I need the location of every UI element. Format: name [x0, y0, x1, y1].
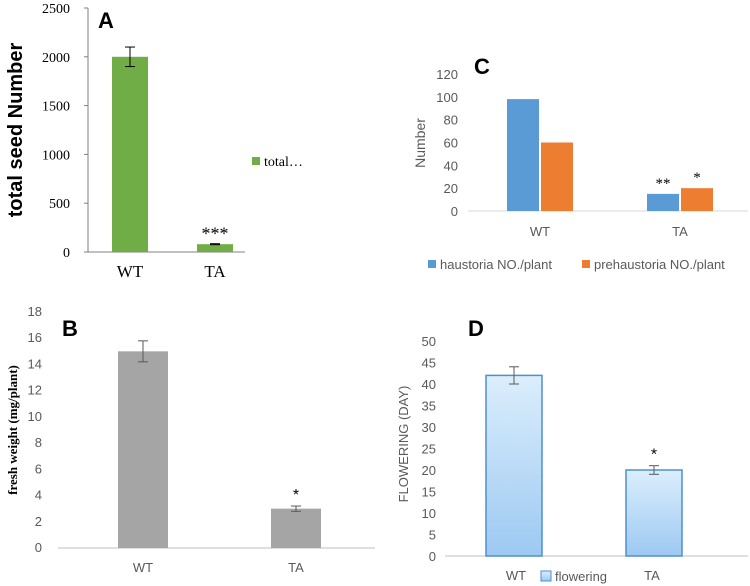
y-tick-label: 2500 — [42, 2, 70, 17]
y-tick-label: 100 — [436, 90, 458, 105]
bar — [681, 188, 713, 211]
legend-label: flowering — [555, 569, 607, 584]
bar — [485, 374, 543, 557]
y-tick-label: 120 — [436, 67, 458, 82]
y-tick-label: 20 — [444, 181, 458, 196]
y-tick-label: 12 — [28, 383, 42, 398]
y-tick-label: 5 — [429, 528, 436, 543]
legend-swatch — [582, 260, 590, 268]
legend-swatch — [540, 570, 552, 582]
panel-label: D — [468, 316, 484, 341]
bar — [112, 56, 148, 252]
panel-label: C — [474, 54, 490, 79]
x-tick-label: TA — [204, 262, 226, 281]
y-tick-label: 30 — [422, 420, 436, 435]
panel-label: B — [62, 316, 78, 341]
y-tick-label: 60 — [444, 136, 458, 151]
y-tick-label: 40 — [444, 158, 458, 173]
bar — [647, 193, 679, 211]
x-tick-label: WT — [117, 262, 144, 281]
y-tick-label: 16 — [28, 330, 42, 345]
chart-panel-b: B 0 2 4 6 8 10 12 14 16 18 WT TA * fresh weight (mg/pl… — [5, 304, 375, 575]
bar — [118, 351, 168, 548]
y-tick-label: 4 — [35, 488, 42, 503]
significance-label: ** — [656, 176, 671, 192]
y-axis-title: total seed Number — [5, 43, 27, 218]
legend-label: total… — [264, 155, 303, 170]
y-tick-label: 1500 — [42, 100, 70, 115]
legend-label: prehaustoria NO./plant — [594, 257, 725, 272]
chart-panel-d: D 0 5 10 15 20 25 30 35 40 45 50 WT TA * FLOWERING (DAY… — [396, 316, 748, 584]
y-tick-label: 2000 — [42, 51, 70, 66]
y-tick-label: 40 — [422, 377, 436, 392]
y-tick-label: 0 — [451, 204, 458, 219]
y-tick-label: 14 — [28, 356, 42, 371]
y-tick-label: 35 — [422, 399, 436, 414]
y-tick-label: 18 — [28, 304, 42, 319]
legend-label: haustoria NO./plant — [440, 257, 552, 272]
legend-swatch — [428, 260, 436, 268]
y-tick-label: 8 — [35, 435, 42, 450]
y-tick-label: 25 — [422, 442, 436, 457]
y-tick-label: 50 — [422, 334, 436, 349]
legend-swatch — [252, 157, 260, 165]
y-tick-label: 1000 — [42, 148, 70, 163]
y-tick-label: 500 — [49, 197, 70, 212]
y-tick-label: 10 — [422, 506, 436, 521]
y-tick-label: 2 — [35, 514, 42, 529]
y-tick-label: 10 — [28, 409, 42, 424]
bar — [541, 142, 573, 211]
y-tick-label: 0 — [35, 540, 42, 555]
y-axis-title: FLOWERING (DAY) — [396, 386, 411, 503]
significance-label: * — [693, 170, 701, 186]
x-tick-label: WT — [133, 560, 153, 575]
y-tick-label: 45 — [422, 356, 436, 371]
x-tick-label: TA — [288, 560, 304, 575]
y-tick-label: 6 — [35, 461, 42, 476]
x-tick-label: TA — [672, 224, 688, 239]
significance-label: * — [651, 447, 657, 464]
bar — [625, 469, 683, 557]
y-tick-label: 15 — [422, 485, 436, 500]
y-axis-title: fresh weight (mg/plant) — [5, 365, 20, 495]
chart-panel-a: A 0 500 1000 1500 2000 2500 WT TA *** total seed N… — [5, 2, 303, 281]
y-tick-label: 80 — [444, 113, 458, 128]
x-tick-label: WT — [530, 224, 550, 239]
y-tick-label: 20 — [422, 463, 436, 478]
bar — [197, 244, 233, 252]
x-tick-label: WT — [506, 568, 526, 583]
panel-label: A — [98, 8, 114, 33]
y-tick-label: 0 — [63, 246, 70, 261]
significance-label: * — [293, 487, 299, 504]
y-tick-label: 0 — [429, 549, 436, 564]
bar — [507, 99, 539, 211]
significance-label: *** — [202, 224, 229, 244]
bar — [271, 508, 321, 548]
x-tick-label: TA — [644, 568, 660, 583]
y-axis-title: Number — [412, 118, 428, 168]
